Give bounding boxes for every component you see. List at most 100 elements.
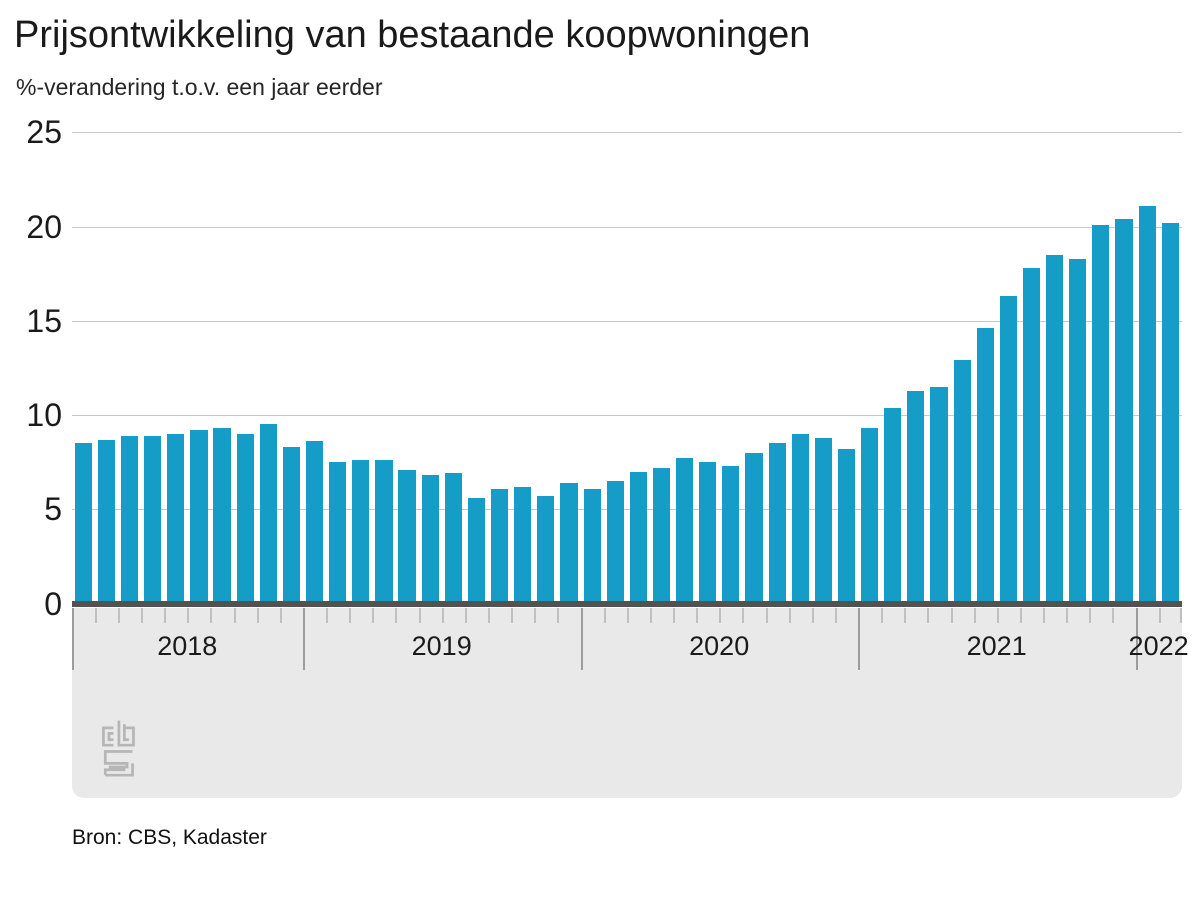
month-tick xyxy=(326,608,329,623)
month-tick xyxy=(927,608,930,623)
month-tick xyxy=(765,608,768,623)
bar xyxy=(583,488,601,605)
bar xyxy=(560,482,578,605)
bar xyxy=(1046,254,1064,605)
bar xyxy=(953,360,971,605)
bar xyxy=(1161,222,1179,605)
month-tick xyxy=(372,608,375,623)
year-label-2022: 2022 xyxy=(1128,631,1189,661)
chart-subtitle: %-verandering t.o.v. een jaar eerder xyxy=(16,74,383,100)
y-tick-label-10: 10 xyxy=(26,397,62,433)
month-tick xyxy=(233,608,236,623)
month-tick xyxy=(464,608,467,623)
month-tick xyxy=(719,608,722,623)
bar xyxy=(467,497,486,605)
month-tick xyxy=(1179,608,1182,623)
year-separator xyxy=(1135,608,1138,670)
month-tick xyxy=(1089,608,1092,623)
year-label-2018: 2018 xyxy=(157,631,218,661)
month-tick xyxy=(626,608,629,623)
month-tick xyxy=(811,608,814,623)
bar xyxy=(1022,268,1041,605)
month-tick xyxy=(511,608,514,623)
bar xyxy=(722,465,740,605)
month-tick xyxy=(118,608,120,623)
bar xyxy=(421,475,439,605)
bar xyxy=(97,439,116,605)
gridline-15 xyxy=(71,320,1182,322)
month-tick xyxy=(141,608,144,623)
bar xyxy=(1069,258,1087,605)
bar xyxy=(791,433,809,605)
bar xyxy=(213,428,231,605)
month-tick xyxy=(673,608,675,623)
year-separator xyxy=(302,608,305,670)
month-tick xyxy=(418,608,421,623)
month-tick xyxy=(164,608,167,623)
month-tick xyxy=(996,608,999,623)
bar xyxy=(976,328,994,605)
bar xyxy=(652,467,671,605)
month-tick xyxy=(94,608,97,623)
cbs-logo-icon xyxy=(98,716,138,778)
bar xyxy=(121,435,139,605)
bar xyxy=(444,473,462,605)
month-tick xyxy=(441,608,444,623)
month-tick xyxy=(696,608,699,623)
month-tick xyxy=(349,608,352,623)
bar xyxy=(329,462,347,605)
bar xyxy=(190,430,208,605)
month-tick xyxy=(742,608,745,623)
month-tick xyxy=(1043,608,1045,623)
bar xyxy=(814,437,832,605)
chart-title: Prijsontwikkeling van bestaande koopwoni… xyxy=(14,14,811,56)
year-label-2019: 2019 xyxy=(411,631,472,661)
bar xyxy=(398,469,416,605)
bar xyxy=(167,433,185,605)
bar xyxy=(352,460,370,605)
year-label-2020: 2020 xyxy=(689,631,750,661)
month-tick xyxy=(256,608,259,623)
bar xyxy=(930,386,948,605)
y-tick-label-15: 15 xyxy=(26,302,62,339)
month-tick xyxy=(1158,608,1161,623)
bar xyxy=(999,296,1017,605)
month-tick xyxy=(187,608,190,623)
y-tick-label-20: 20 xyxy=(26,208,62,245)
bar xyxy=(699,462,717,605)
bar xyxy=(259,424,277,605)
bar xyxy=(907,390,925,605)
month-tick xyxy=(557,608,560,623)
bar xyxy=(861,428,879,605)
gridline-5 xyxy=(71,509,1182,511)
y-tick-label-5: 5 xyxy=(44,491,62,528)
bar xyxy=(629,471,647,605)
bar xyxy=(490,488,509,605)
bar xyxy=(282,447,301,605)
month-tick xyxy=(973,608,976,623)
month-tick xyxy=(834,608,837,623)
bar xyxy=(745,452,763,605)
month-tick xyxy=(1066,608,1069,623)
bar xyxy=(1138,205,1156,605)
y-tick-label-0: 0 xyxy=(44,585,62,622)
gridline-25 xyxy=(71,132,1182,134)
month-tick xyxy=(904,608,907,623)
bar xyxy=(676,458,694,605)
bar xyxy=(768,443,786,605)
month-tick xyxy=(487,608,490,623)
y-tick-label-25: 25 xyxy=(26,114,62,151)
bar xyxy=(606,481,624,605)
month-tick xyxy=(1112,608,1115,623)
axis-left-edge-tick xyxy=(72,608,75,670)
bar xyxy=(144,435,162,605)
month-tick xyxy=(950,608,953,623)
bar xyxy=(305,441,324,605)
bar xyxy=(537,496,555,605)
bar xyxy=(837,448,856,605)
source-note: Bron: CBS, Kadaster xyxy=(72,826,267,849)
bar xyxy=(514,486,532,605)
month-tick xyxy=(881,608,884,623)
zero-axis-line xyxy=(71,600,1182,607)
